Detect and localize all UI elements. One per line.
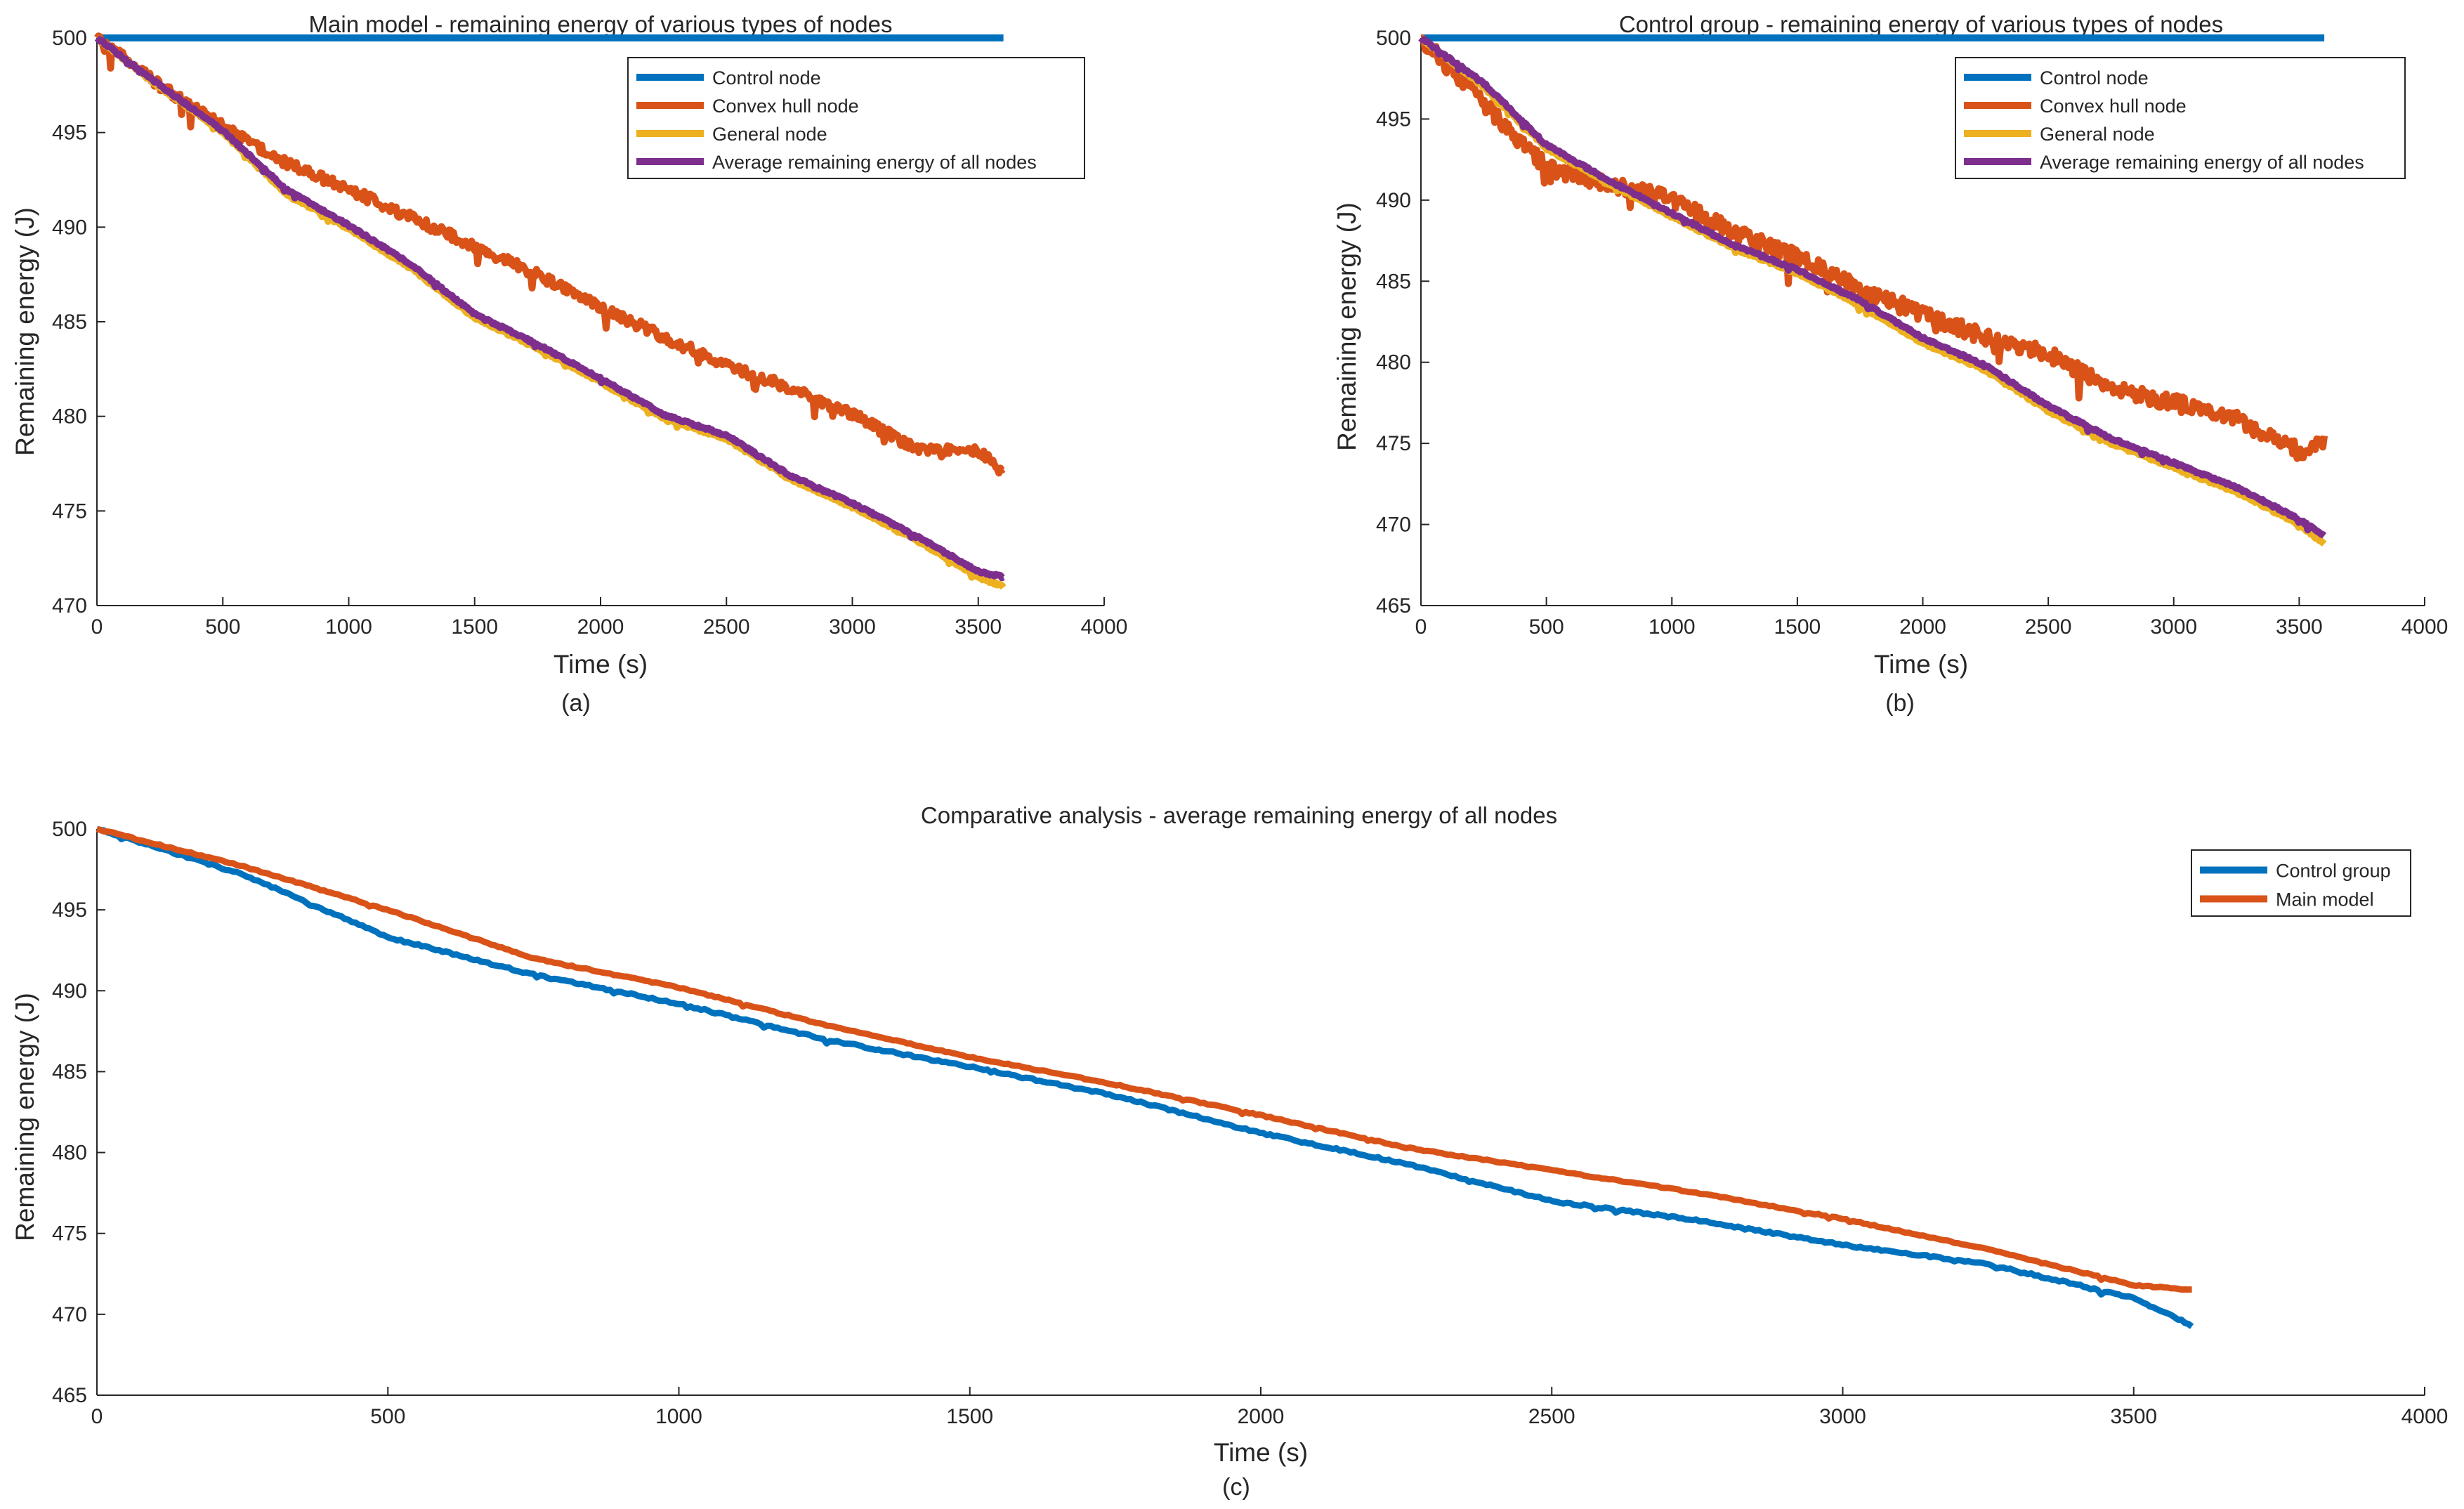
x-axis-label-a: Time (s) [553, 650, 648, 679]
chart-panel-a: Main model - remaining energy of various… [11, 11, 1127, 717]
x-tick-label-a: 1000 [325, 615, 372, 639]
legend-label-c: Control group [2276, 861, 2391, 882]
x-tick-label-b: 500 [1529, 615, 1564, 639]
y-axis-label-a: Remaining energy (J) [11, 207, 39, 456]
y-tick-label-b: 485 [1376, 270, 1411, 293]
panel-caption-b: (b) [1885, 690, 1915, 717]
legend-label-b: Control node [2040, 67, 2149, 89]
legend-label-a: Average remaining energy of all nodes [712, 152, 1037, 173]
chart-panel-b: Control group - remaining energy of vari… [1332, 11, 2448, 717]
x-tick-label-a: 3000 [829, 615, 876, 639]
legend-label-b: General node [2040, 124, 2155, 145]
chart-title-b: Control group - remaining energy of vari… [1619, 11, 2223, 37]
x-tick-label-c: 3500 [2110, 1405, 2157, 1428]
x-tick-label-c: 3000 [1819, 1405, 1866, 1428]
legend-label-a: General node [712, 124, 827, 145]
x-tick-label-b: 1500 [1774, 615, 1821, 639]
x-tick-label-b: 3500 [2276, 615, 2323, 639]
x-tick-label-c: 1000 [655, 1405, 702, 1428]
series-line-b-convex-hull-node [1419, 34, 2328, 462]
y-axis-label-b: Remaining energy (J) [1332, 202, 1361, 451]
series-line-a-convex-hull-node [94, 32, 1006, 477]
x-tick-label-c: 2000 [1238, 1405, 1285, 1428]
x-tick-label-b: 4000 [2401, 615, 2449, 639]
y-tick-label-b: 470 [1376, 514, 1411, 537]
y-tick-label-a: 470 [52, 594, 87, 618]
y-tick-label-a: 500 [52, 27, 87, 50]
x-tick-label-c: 0 [91, 1405, 103, 1428]
legend-a [627, 57, 1085, 179]
y-tick-label-b: 475 [1376, 432, 1411, 455]
x-tick-label-b: 2500 [2025, 615, 2072, 639]
x-tick-label-a: 500 [205, 615, 240, 639]
x-tick-label-a: 3500 [955, 615, 1002, 639]
x-tick-label-a: 0 [91, 615, 103, 639]
y-tick-label-b: 480 [1376, 351, 1411, 374]
x-tick-label-c: 4000 [2401, 1405, 2449, 1428]
x-tick-label-b: 0 [1415, 615, 1427, 639]
x-tick-label-b: 2000 [1899, 615, 1946, 639]
legend-label-a: Control node [712, 67, 821, 89]
chart-title-c: Comparative analysis - average remaining… [921, 802, 1557, 828]
y-tick-label-c: 470 [52, 1303, 87, 1326]
y-tick-label-a: 490 [52, 216, 87, 239]
y-tick-label-c: 500 [52, 818, 87, 841]
x-tick-label-b: 1000 [1649, 615, 1696, 639]
series-line-c-control-group [96, 825, 2194, 1329]
panel-caption-c: (c) [1222, 1474, 1250, 1501]
y-tick-label-c: 495 [52, 899, 87, 922]
x-axis-label-c: Time (s) [1214, 1438, 1308, 1467]
y-axis-label-c: Remaining energy (J) [11, 993, 39, 1241]
y-tick-label-a: 495 [52, 122, 87, 145]
chart-title-a: Main model - remaining energy of various… [309, 11, 893, 37]
legend-label-c: Main model [2276, 889, 2374, 910]
x-tick-label-a: 2500 [703, 615, 750, 639]
chart-panel-c: Comparative analysis - average remaining… [11, 802, 2448, 1501]
y-tick-label-c: 465 [52, 1384, 87, 1407]
x-tick-label-c: 1500 [946, 1405, 993, 1428]
y-tick-label-c: 475 [52, 1222, 87, 1246]
y-tick-label-b: 500 [1376, 27, 1411, 50]
y-tick-label-b: 465 [1376, 594, 1411, 618]
series-line-a-average-remaining-energy-of-all-nodes [94, 35, 1006, 582]
legend-c [2191, 849, 2411, 917]
legend-label-a: Convex hull node [712, 96, 859, 117]
series-line-c-main-model [96, 825, 2192, 1293]
x-tick-label-a: 1500 [451, 615, 498, 639]
series-line-b-average-remaining-energy-of-all-nodes [1418, 35, 2327, 539]
x-tick-label-a: 2000 [577, 615, 624, 639]
y-tick-label-a: 475 [52, 499, 87, 523]
panel-caption-a: (a) [561, 690, 591, 717]
y-tick-label-c: 490 [52, 979, 87, 1002]
x-tick-label-b: 3000 [2150, 615, 2197, 639]
y-tick-label-b: 490 [1376, 189, 1411, 212]
y-tick-label-c: 480 [52, 1142, 87, 1165]
x-tick-label-a: 4000 [1081, 615, 1128, 639]
x-axis-label-b: Time (s) [1874, 650, 1968, 679]
x-tick-label-c: 2500 [1528, 1405, 1575, 1428]
x-tick-label-c: 500 [370, 1405, 405, 1428]
y-tick-label-b: 495 [1376, 107, 1411, 131]
legend-label-b: Average remaining energy of all nodes [2040, 152, 2364, 173]
legend-label-b: Convex hull node [2040, 96, 2187, 117]
y-tick-label-c: 485 [52, 1060, 87, 1083]
y-tick-label-a: 480 [52, 405, 87, 429]
y-tick-label-a: 485 [52, 311, 87, 334]
